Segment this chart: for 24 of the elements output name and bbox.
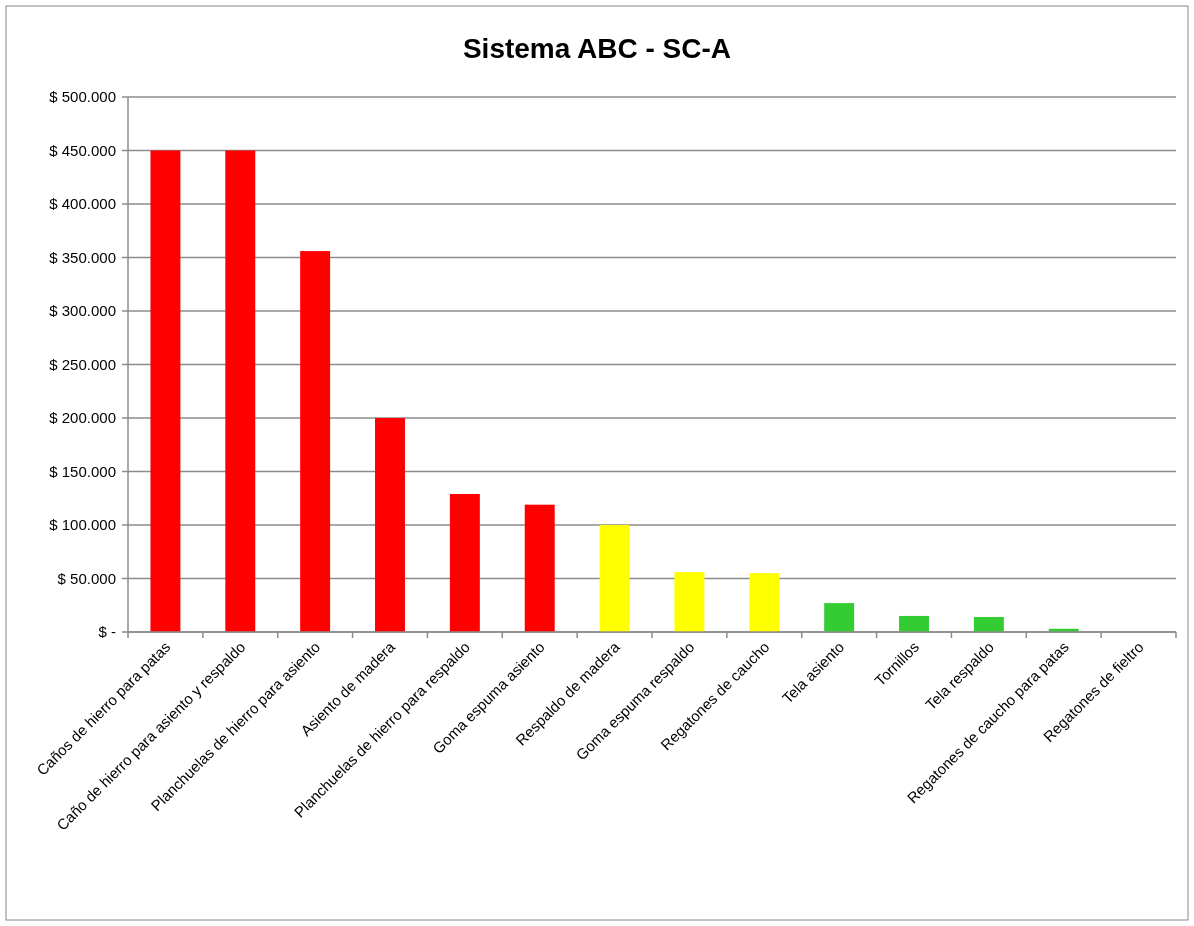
bar [375,418,405,632]
y-tick-label: $ 300.000 [49,302,116,320]
y-tick-label: $ - [98,623,116,641]
y-tick-label: $ 200.000 [49,409,116,427]
bar [824,603,855,632]
y-tick-label: $ 450.000 [49,141,116,159]
bar [524,504,555,632]
chart-title: Sistema ABC - SC-A [462,33,732,64]
y-tick-label: $ 400.000 [49,195,116,213]
bar [674,572,705,632]
y-tick-label: $ 250.000 [49,355,116,373]
bar [599,525,630,632]
y-tick-label: $ 100.000 [49,516,116,534]
y-tick-label: $ 150.000 [49,462,116,480]
y-tick-label: $ 50.000 [57,569,116,587]
bar [225,150,256,632]
bar [749,573,780,632]
y-tick-label: $ 500.000 [49,88,116,106]
bar [150,150,181,632]
y-tick-label: $ 350.000 [49,248,116,266]
bar [899,615,929,632]
bar [449,493,480,632]
bar [973,617,1004,632]
bar [300,251,331,632]
